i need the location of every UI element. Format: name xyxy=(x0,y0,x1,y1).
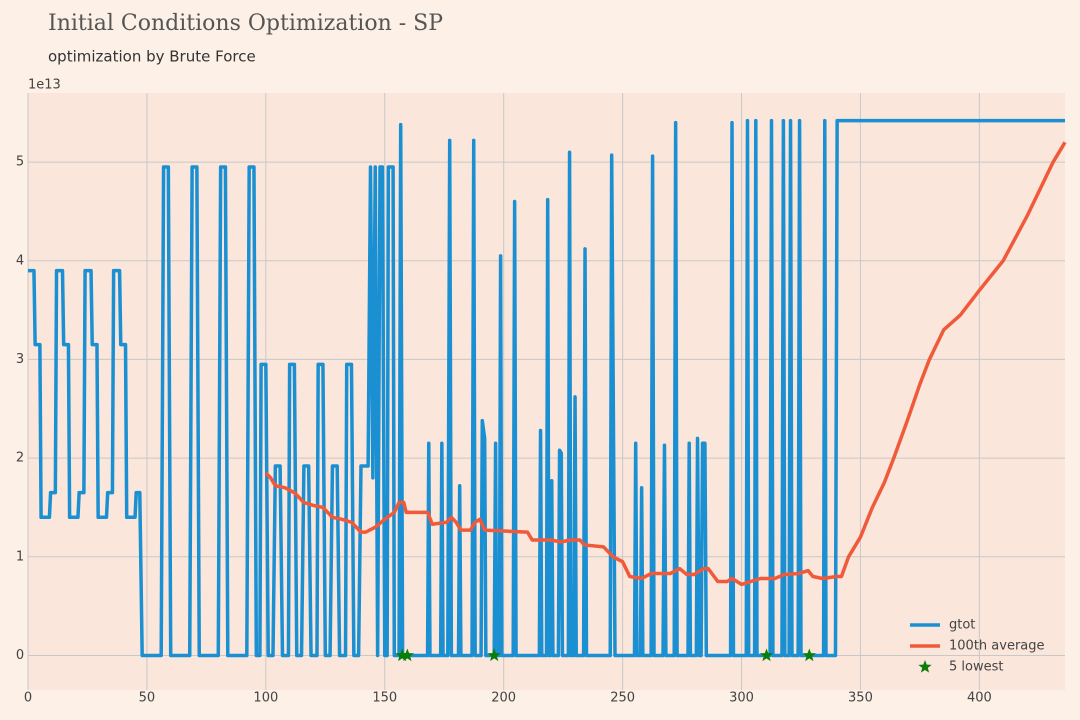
series-line xyxy=(264,141,1067,587)
y-tick-label: 3 xyxy=(16,352,24,367)
x-tick-label: 350 xyxy=(848,691,873,706)
y-tick-label: 2 xyxy=(16,451,24,466)
x-tick-label: 250 xyxy=(610,691,635,706)
y-tick-label: 5 xyxy=(16,155,24,170)
x-tick-label: 0 xyxy=(24,691,32,706)
legend-swatch xyxy=(918,660,932,673)
chart-subtitle: optimization by Brute Force xyxy=(48,48,256,66)
y-tick-label: 4 xyxy=(16,253,24,268)
x-tick-label: 300 xyxy=(729,691,754,706)
x-tick-label: 200 xyxy=(491,691,516,706)
x-tick-label: 400 xyxy=(967,691,992,706)
x-tick-label: 50 xyxy=(139,691,156,706)
scatter-point xyxy=(400,648,415,662)
offset-label: 1e13 xyxy=(28,78,61,93)
legend-label: gtot xyxy=(949,618,975,633)
scatter-point xyxy=(487,648,501,662)
y-tick-label: 0 xyxy=(16,648,24,663)
x-tick-label: 100 xyxy=(253,691,278,706)
scatter-point xyxy=(395,648,409,662)
scatter-point xyxy=(759,648,774,662)
y-tick-label: 1 xyxy=(16,549,24,564)
series-line xyxy=(28,118,1065,658)
legend-label: 100th average xyxy=(949,639,1045,654)
x-tick-label: 150 xyxy=(372,691,397,706)
chart-title: Initial Conditions Optimization - SP xyxy=(48,11,443,36)
legend-label: 5 lowest xyxy=(949,660,1003,675)
scatter-point xyxy=(802,648,816,662)
